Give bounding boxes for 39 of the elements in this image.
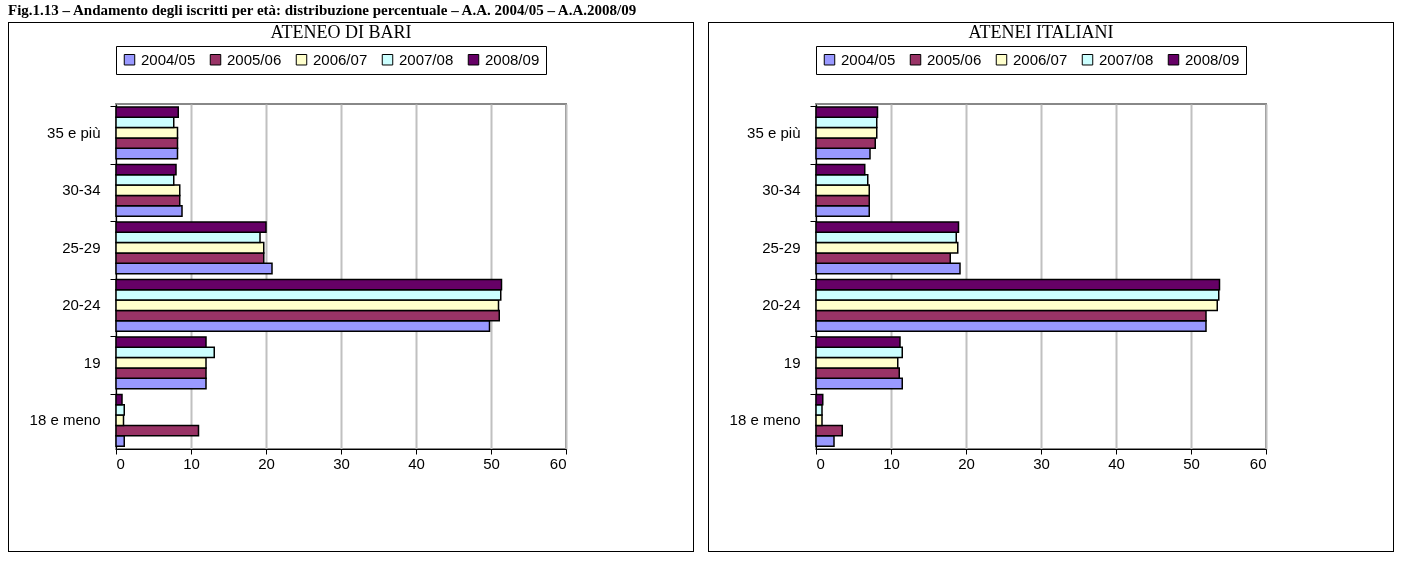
legend-label: 2007/08: [399, 50, 454, 68]
legend-label: 2008/09: [485, 50, 540, 68]
x-tick-label: 40: [1108, 454, 1125, 472]
legend-label: 2004/05: [141, 50, 196, 68]
y-tick-label: 35 e più: [47, 123, 101, 141]
y-tick-label: 19: [783, 353, 801, 371]
legend-label: 2005/06: [927, 50, 982, 68]
y-tick-label: 20-24: [762, 296, 801, 314]
x-tick-label: 60: [1249, 454, 1267, 472]
legend-label: 2006/07: [313, 50, 368, 68]
legend-label: 2004/05: [841, 50, 896, 68]
x-tick-label: 60: [549, 454, 567, 472]
x-tick-label: 40: [408, 454, 425, 472]
y-tick-label: 19: [83, 353, 101, 371]
x-tick-label: 20: [258, 454, 275, 472]
legend-label: 2007/08: [1099, 50, 1154, 68]
x-tick-label: 50: [483, 454, 500, 472]
x-tick-label: 20: [958, 454, 975, 472]
legend-label: 2005/06: [227, 50, 282, 68]
y-tick-label: 18 e meno: [29, 411, 101, 429]
legend-label: 2006/07: [1013, 50, 1068, 68]
y-tick-label: 30-34: [762, 181, 801, 199]
x-tick-label: 10: [883, 454, 900, 472]
chart-title: ATENEI ITALIANI: [968, 21, 1114, 42]
legend-label: 2008/09: [1185, 50, 1240, 68]
x-tick-label: 10: [183, 454, 200, 472]
caption: Fig.1.13 – Andamento degli iscritti per età: distribuzione percentuale – A.A. 2004/05 – A.A.2008/09: [7, 1, 638, 20]
y-tick-label: 30-34: [62, 181, 101, 199]
x-tick-label: 30: [1033, 454, 1050, 472]
y-tick-label: 35 e più: [747, 123, 801, 141]
y-tick-label: 18 e meno: [729, 411, 801, 429]
y-tick-label: 20-24: [62, 296, 101, 314]
y-tick-label: 25-29: [62, 238, 101, 256]
x-tick-label: 30: [333, 454, 350, 472]
x-tick-label: 0: [116, 454, 125, 472]
chart-title: ATENEO DI BARI: [270, 21, 412, 42]
x-tick-label: 50: [1183, 454, 1200, 472]
y-tick-label: 25-29: [762, 238, 801, 256]
x-tick-label: 0: [816, 454, 825, 472]
